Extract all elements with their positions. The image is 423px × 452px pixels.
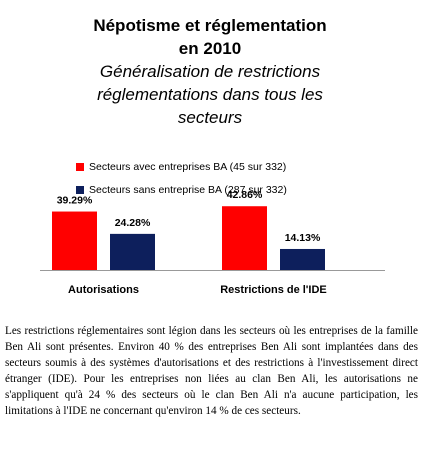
legend-swatch-series-1 bbox=[76, 163, 84, 171]
chart-legend: Secteurs avec entreprises BA (45 sur 332… bbox=[76, 158, 287, 204]
legend-label-series-1: Secteurs avec entreprises BA (45 sur 332… bbox=[89, 161, 287, 173]
category-label-1: Autorisations bbox=[68, 284, 139, 296]
category-label-2: Restrictions de l'IDE bbox=[220, 284, 327, 296]
subtitle-line-2: réglementations dans tous les bbox=[97, 85, 323, 104]
bar-2-series-2 bbox=[280, 248, 325, 270]
chart-title: Népotisme et réglementation en 2010 Géné… bbox=[70, 14, 350, 129]
legend-item-series-1: Secteurs avec entreprises BA (45 sur 332… bbox=[76, 158, 287, 176]
legend-swatch-series-2 bbox=[76, 186, 84, 194]
legend-item-series-2: Secteurs sans entreprise BA (287 sur 332… bbox=[76, 181, 287, 199]
bar-1-series-2 bbox=[110, 233, 155, 270]
caption-text: Les restrictions réglementaires sont lég… bbox=[5, 325, 418, 417]
bar-1-series-1 bbox=[52, 211, 97, 270]
subtitle-line-1: Généralisation de restrictions bbox=[99, 62, 321, 81]
legend-label-series-2: Secteurs sans entreprise BA (287 sur 332… bbox=[89, 184, 287, 196]
bar-chart: 39.29% 24.28% Autorisations 42.86% 14.13% Res… bbox=[40, 189, 385, 296]
bar-2-series-1 bbox=[222, 206, 267, 270]
data-label-1-series-2: 24.28% bbox=[115, 217, 151, 229]
subtitle-line-3: secteurs bbox=[177, 108, 243, 127]
title-line-2: en 2010 bbox=[178, 39, 242, 58]
data-label-1-series-1: 39.29% bbox=[57, 195, 93, 207]
data-label-2-series-1: 42.86% bbox=[227, 189, 263, 201]
title-line-1: Népotisme et réglementation bbox=[93, 16, 327, 35]
data-label-2-series-2: 14.13% bbox=[285, 232, 321, 244]
